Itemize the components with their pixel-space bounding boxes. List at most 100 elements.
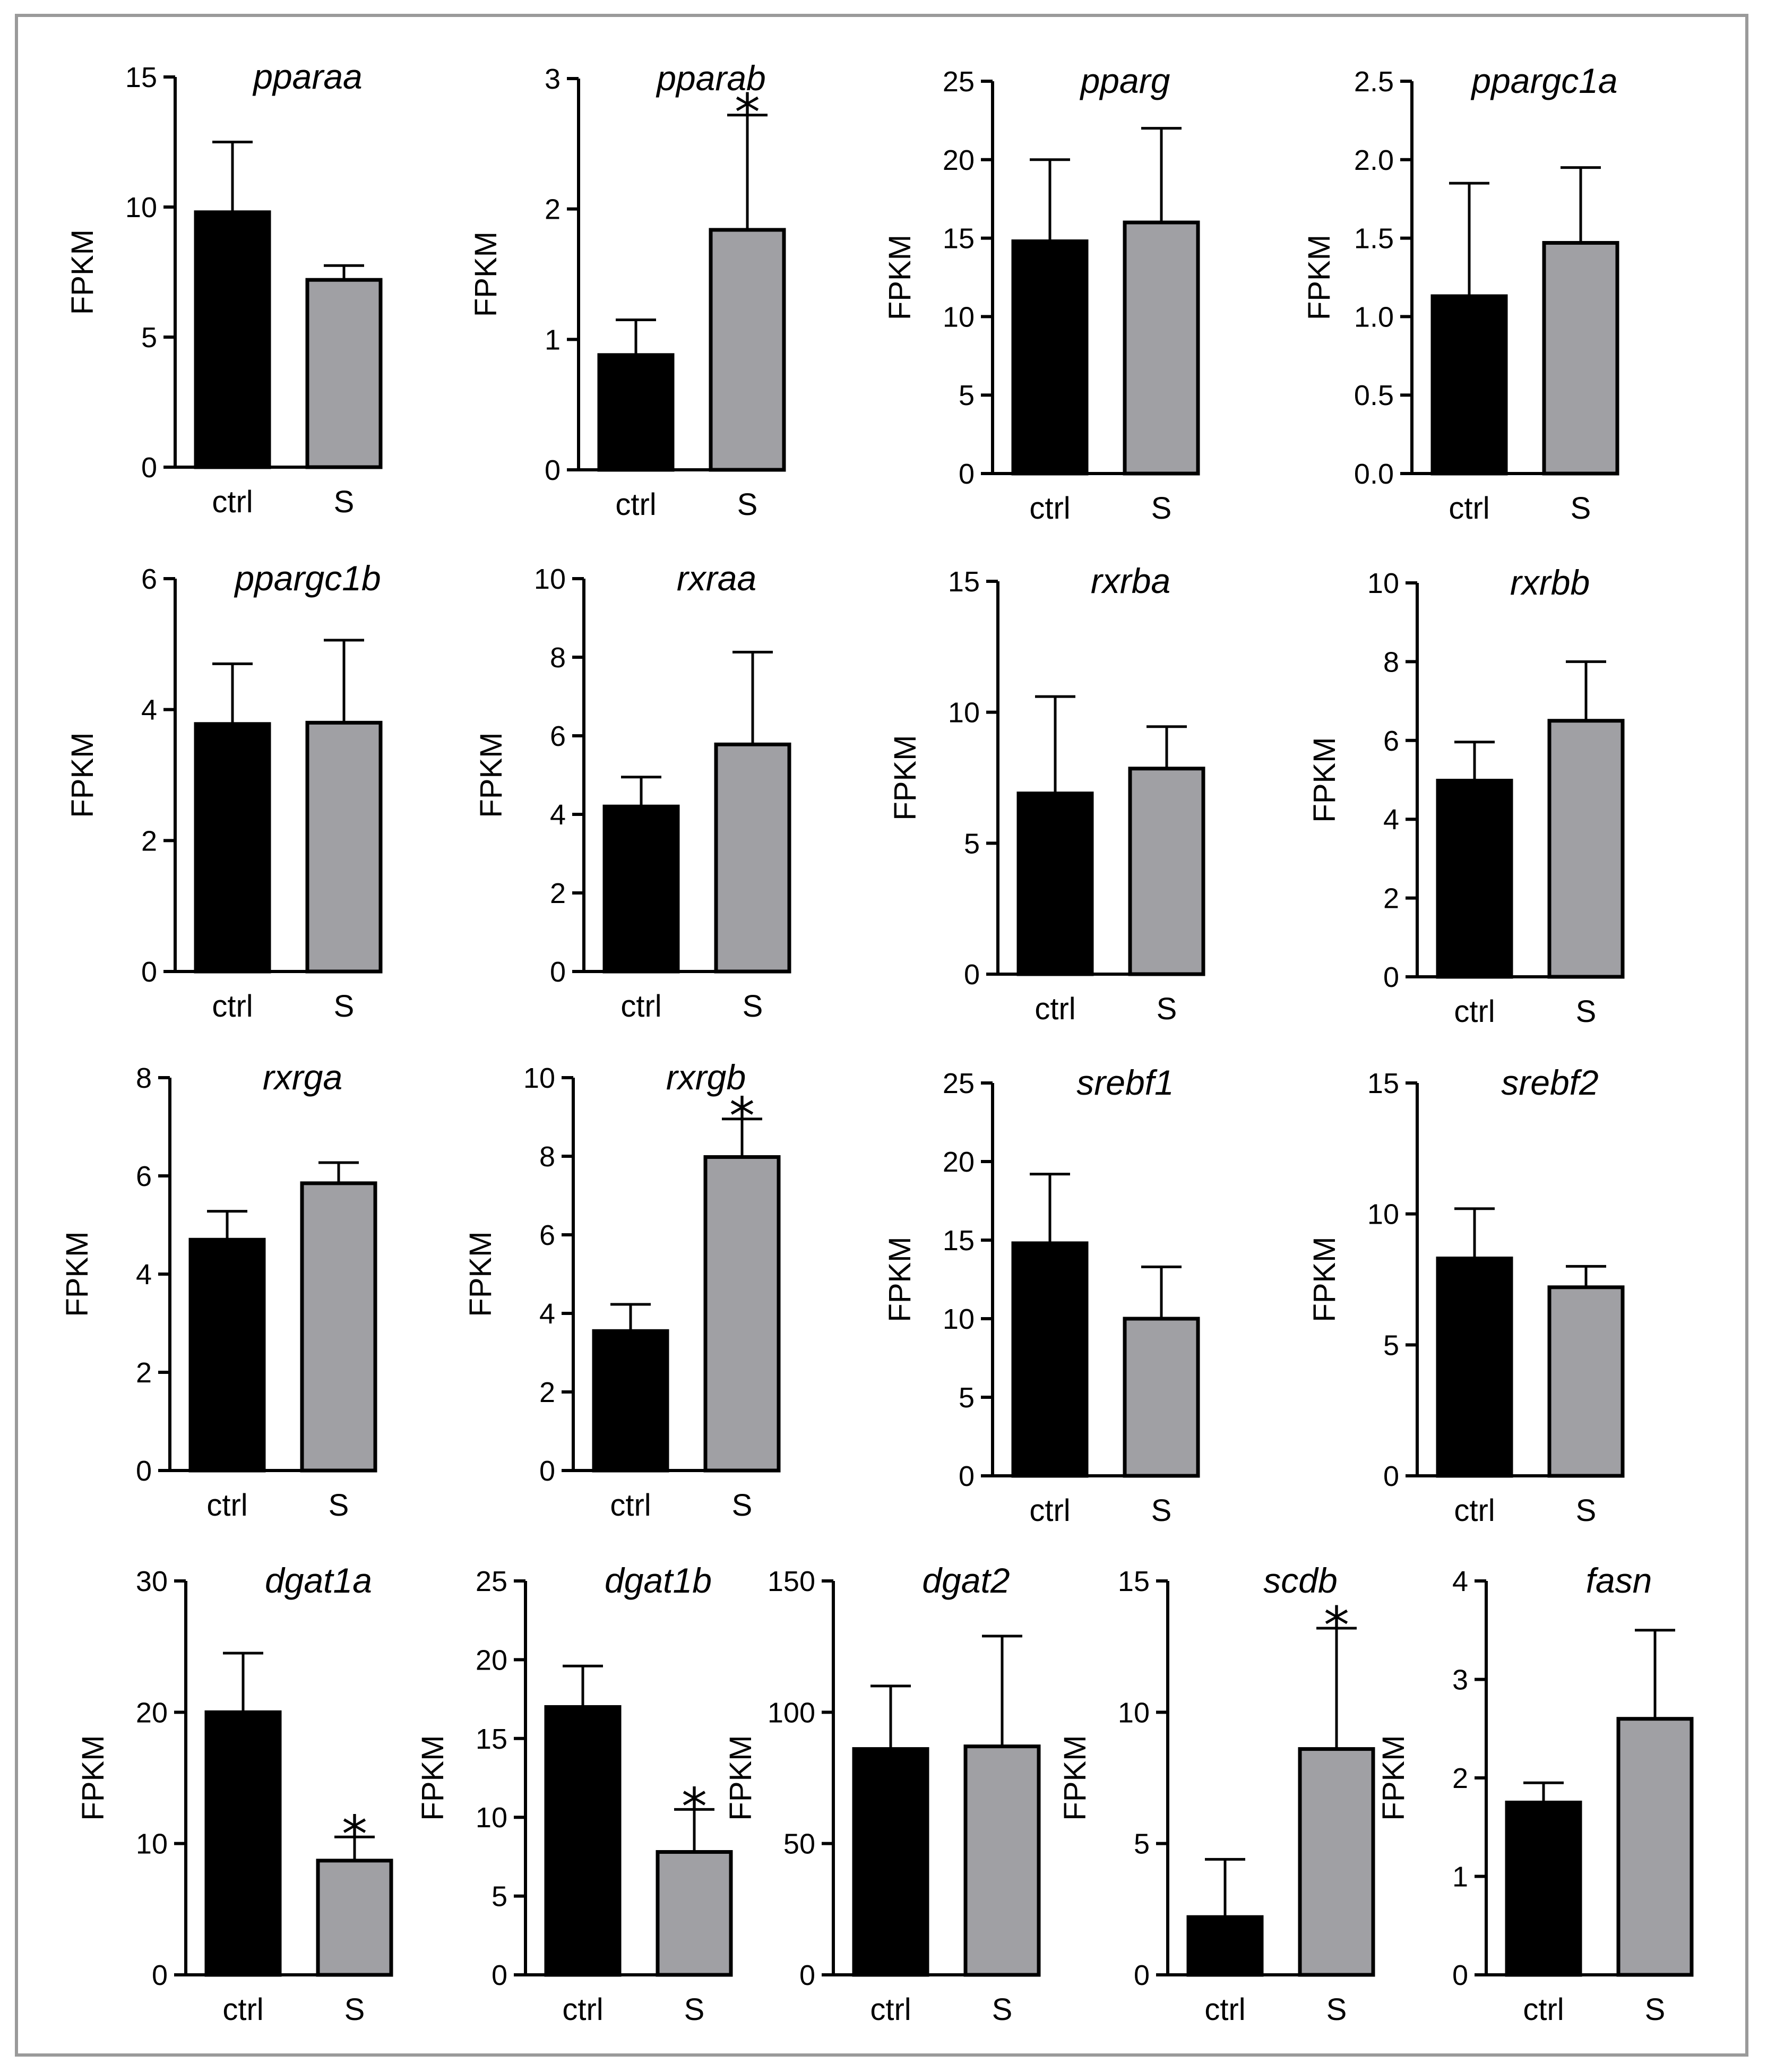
chart-title: scdb <box>1263 1561 1337 1600</box>
y-tick-label: 10 <box>1367 568 1399 599</box>
y-tick-label: 0 <box>1452 1959 1468 1991</box>
x-category-label: S <box>344 1992 365 2027</box>
x-category-label: S <box>1576 994 1597 1029</box>
y-tick-label: 0 <box>1134 1959 1150 1991</box>
y-tick-label: 10 <box>1118 1697 1150 1729</box>
y-tick-label: 1.0 <box>1354 301 1394 333</box>
x-category-label: ctrl <box>562 1992 603 2027</box>
chart-panel-srebf1: 0 5 10 15 20 25 FPKM srebf1 ctrl S <box>883 1063 1200 1528</box>
y-tick-label: 4 <box>539 1298 555 1330</box>
x-category-label: S <box>1571 491 1591 526</box>
chart-panel-fasn: 0 1 2 3 4 FPKM fasn ctrl S <box>1376 1561 1694 2027</box>
chart-title: fasn <box>1586 1561 1652 1600</box>
y-tick-label: 2.5 <box>1354 66 1394 98</box>
y-tick-label: 1 <box>1452 1861 1468 1893</box>
y-axis-title: FPKM <box>883 235 917 320</box>
y-tick-label: 0 <box>550 956 566 988</box>
y-tick-label: 100 <box>768 1697 815 1729</box>
x-category-label: ctrl <box>1035 992 1075 1026</box>
y-tick-label: 8 <box>539 1141 555 1173</box>
bar-S <box>1298 1747 1375 1977</box>
x-category-label: ctrl <box>1523 1992 1564 2027</box>
y-tick-label: 15 <box>943 1225 975 1257</box>
x-category-label: ctrl <box>222 1992 263 2027</box>
y-tick-label: 2 <box>1452 1763 1468 1794</box>
bar-S <box>316 1859 393 1977</box>
y-axis-title: FPKM <box>416 1735 450 1820</box>
y-tick-label: 0 <box>964 959 980 991</box>
y-tick-label: 15 <box>948 566 980 598</box>
x-category-label: S <box>1157 992 1177 1026</box>
x-category-label: S <box>1576 1493 1597 1528</box>
y-tick-label: 10 <box>523 1062 555 1094</box>
y-tick-label: 6 <box>141 563 157 595</box>
bar-S <box>1547 719 1625 979</box>
chart-panel-rxrba: 0 5 10 15 FPKM rxrba ctrl S <box>888 561 1205 1026</box>
chart-panel-ppargc1b: 0 2 4 6 FPKM ppargc1b ctrl S <box>65 558 383 1024</box>
chart-title: pparaa <box>252 57 363 96</box>
y-tick-label: 8 <box>136 1062 152 1094</box>
y-tick-label: 4 <box>550 799 566 831</box>
y-tick-label: 15 <box>125 62 157 93</box>
y-tick-label: 20 <box>943 1146 975 1178</box>
x-category-label: ctrl <box>620 989 661 1024</box>
bar-ctrl <box>1436 1257 1513 1478</box>
bar-S <box>1128 767 1205 976</box>
y-axis-title: FPKM <box>1307 1236 1342 1322</box>
y-tick-label: 0 <box>492 1959 507 1991</box>
y-tick-label: 2.0 <box>1354 144 1394 176</box>
y-tick-label: 10 <box>948 697 980 729</box>
y-tick-label: 10 <box>125 192 157 223</box>
x-category-label: S <box>743 989 763 1024</box>
y-axis-title: FPKM <box>76 1735 110 1820</box>
y-tick-label: 150 <box>768 1566 815 1597</box>
chart-title: rxraa <box>677 558 756 598</box>
y-tick-label: 0 <box>959 1460 975 1492</box>
y-tick-label: 10 <box>476 1802 507 1834</box>
y-tick-label: 20 <box>943 144 975 176</box>
y-axis-title: FPKM <box>65 732 100 818</box>
bar-ctrl <box>1016 792 1094 976</box>
y-axis-title: FPKM <box>883 1236 917 1322</box>
y-tick-label: 5 <box>959 1382 975 1414</box>
y-tick-label: 15 <box>1367 1068 1399 1099</box>
bar-S <box>703 1155 781 1473</box>
chart-title: rxrgb <box>666 1058 746 1097</box>
chart-panel-pparg: 0 5 10 15 20 25 FPKM pparg ctrl S <box>883 61 1200 526</box>
chart-title: ppargc1a <box>1470 61 1617 100</box>
chart-panel-dgat1a: 0 10 20 30 FPKM dgat1a ctrl S * <box>76 1561 393 2027</box>
bar-ctrl <box>544 1705 622 1977</box>
y-tick-label: 0 <box>152 1959 168 1991</box>
y-tick-label: 15 <box>943 223 975 255</box>
y-axis-title: FPKM <box>474 732 508 818</box>
x-category-label: ctrl <box>1029 1493 1070 1528</box>
y-axis-title: FPKM <box>1302 235 1337 320</box>
x-category-label: ctrl <box>1449 491 1489 526</box>
y-tick-label: 6 <box>136 1160 152 1192</box>
bar-S <box>305 278 383 469</box>
chart-panel-pparab: 0 1 2 3 FPKM pparab ctrl S * <box>469 58 786 522</box>
y-tick-label: 10 <box>943 1303 975 1335</box>
y-tick-label: 3 <box>545 63 561 95</box>
y-tick-label: 5 <box>1134 1828 1150 1860</box>
x-category-label: ctrl <box>615 487 656 522</box>
chart-panel-srebf2: 0 5 10 15 FPKM srebf2 ctrl S <box>1307 1063 1625 1528</box>
y-tick-label: 8 <box>1383 646 1399 678</box>
significance-star: * <box>682 1777 707 1836</box>
significance-star: * <box>342 1804 367 1864</box>
y-tick-label: 5 <box>964 828 980 859</box>
bar-S <box>1123 220 1200 476</box>
significance-star: * <box>729 1087 755 1146</box>
bar-ctrl <box>1011 239 1089 476</box>
y-tick-label: 2 <box>136 1357 152 1389</box>
x-category-label: S <box>1151 1493 1172 1528</box>
y-tick-label: 15 <box>1118 1566 1150 1597</box>
bar-ctrl <box>852 1747 929 1977</box>
x-category-label: ctrl <box>1029 491 1070 526</box>
y-tick-label: 5 <box>492 1881 507 1913</box>
y-tick-label: 4 <box>141 694 157 726</box>
y-axis-title: FPKM <box>463 1231 498 1317</box>
y-tick-label: 2 <box>1383 883 1399 915</box>
x-category-label: S <box>1151 491 1172 526</box>
